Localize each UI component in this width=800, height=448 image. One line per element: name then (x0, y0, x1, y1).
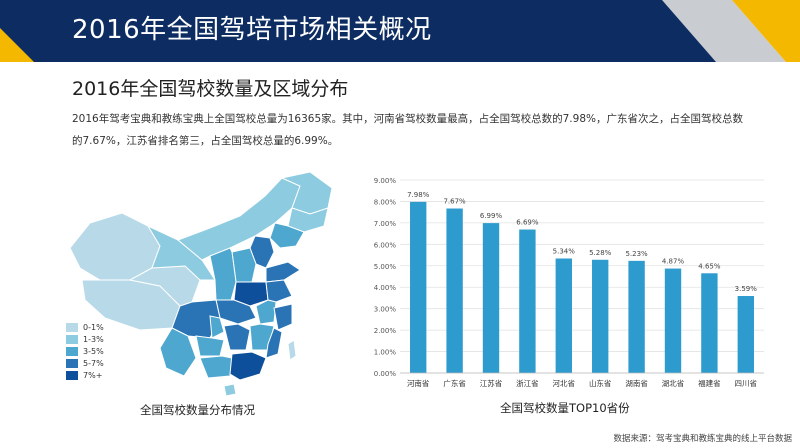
y-tick-label: 6.00% (374, 241, 397, 249)
data-label: 6.99% (480, 212, 503, 220)
y-tick-label: 4.00% (374, 284, 397, 292)
page-title: 2016年全国驾培市场相关概况 (72, 15, 432, 45)
bar (664, 268, 682, 373)
y-tick-label: 0.00% (374, 370, 397, 378)
y-tick-label: 9.00% (374, 177, 397, 185)
region-fujian (265, 327, 283, 359)
y-tick-label: 1.00% (374, 349, 397, 357)
bar (410, 201, 427, 373)
bar (592, 259, 609, 373)
region-shaanxi (209, 247, 237, 305)
bar-chart: 0.00% 1.00% 2.00% 3.00% 4.00% 5.00% 6.00% 7.00%… (360, 172, 780, 397)
legend-item: 1-3% (66, 334, 104, 345)
china-map (60, 168, 340, 398)
x-tick-label: 四川省 (735, 378, 758, 388)
region-hunan (223, 323, 251, 351)
x-tick-label: 湖南省 (625, 378, 648, 388)
header-navy-band (0, 0, 744, 62)
region-zhejiang (273, 303, 293, 331)
x-tick-label: 河南省 (407, 378, 430, 388)
bar (446, 208, 463, 373)
bar (519, 229, 536, 373)
header-background (0, 0, 800, 62)
data-label: 7.98% (407, 191, 430, 199)
header-gold-corner-left (0, 28, 34, 62)
legend-item: 7%+ (66, 370, 104, 381)
bar (482, 223, 500, 373)
section-title: 2016年全国驾校数量及区域分布 (72, 78, 349, 100)
x-tick-label: 河北省 (553, 378, 576, 388)
region-chongqing (209, 315, 225, 339)
region-jiangsu (265, 279, 293, 303)
map-legend: 0-1% 1-3% 3-5% 5-7% 7%+ (66, 322, 104, 382)
data-label: 3.59% (735, 285, 758, 293)
data-label: 7.67% (443, 198, 466, 206)
region-yunnan (159, 327, 197, 377)
bar (628, 260, 645, 373)
data-label: 4.65% (698, 262, 721, 270)
x-tick-label: 浙江省 (516, 378, 539, 388)
x-tick-label: 福建省 (698, 378, 721, 388)
legend-item: 0-1% (66, 322, 104, 333)
data-label: 6.69% (516, 219, 539, 227)
region-guangdong (229, 351, 267, 381)
data-source: 数据来源：驾考宝典和教练宝典的线上平台数据 (613, 434, 792, 444)
legend-label: 5-7% (83, 359, 104, 368)
legend-swatch (66, 359, 78, 368)
data-label: 4.87% (662, 258, 685, 266)
y-tick-label: 2.00% (374, 327, 397, 335)
header-gray-stripe (662, 0, 786, 62)
legend-label: 7%+ (83, 371, 103, 380)
bar (701, 273, 718, 373)
region-taiwan (287, 339, 297, 361)
data-label: 5.34% (553, 247, 576, 255)
region-hainan (223, 383, 237, 397)
map-caption: 全国驾校数量分布情况 (140, 403, 255, 417)
x-tick-label: 湖北省 (662, 378, 685, 388)
legend-item: 3-5% (66, 346, 104, 357)
data-label: 5.28% (589, 249, 612, 257)
legend-swatch (66, 335, 78, 344)
header-banner: 2016年全国驾培市场相关概况 (0, 0, 800, 62)
x-tick-label: 山东省 (589, 378, 612, 388)
data-label: 5.23% (625, 250, 648, 258)
china-map-svg (69, 171, 333, 397)
y-tick-label: 3.00% (374, 306, 397, 314)
bar (555, 258, 572, 373)
region-guangxi (199, 355, 233, 379)
x-tick-label: 江苏省 (480, 378, 503, 388)
section-description: 2016年驾考宝典和教练宝典上全国驾校总量为16365家。其中，河南省驾校数量最… (72, 113, 743, 147)
legend-swatch (66, 347, 78, 356)
x-tick-label: 广东省 (443, 378, 466, 388)
bar-chart-svg: 0.00% 1.00% 2.00% 3.00% 4.00% 5.00% 6.00% 7.00%… (374, 177, 764, 388)
chart-title: 全国驾校数量TOP10省份 (500, 401, 630, 415)
legend-label: 0-1% (83, 323, 104, 332)
legend-swatch (66, 323, 78, 332)
legend-label: 1-3% (83, 335, 104, 344)
region-guizhou (195, 335, 225, 357)
region-anhui (255, 299, 277, 325)
legend-label: 3-5% (83, 347, 104, 356)
bar (737, 296, 754, 373)
legend-swatch (66, 371, 78, 380)
region-shandong (265, 261, 301, 283)
region-xinjiang (69, 212, 161, 281)
y-tick-label: 7.00% (374, 220, 397, 228)
y-tick-label: 8.00% (374, 198, 397, 206)
y-tick-label: 5.00% (374, 263, 397, 271)
legend-item: 5-7% (66, 358, 104, 369)
header-gold-stripe (732, 0, 800, 62)
